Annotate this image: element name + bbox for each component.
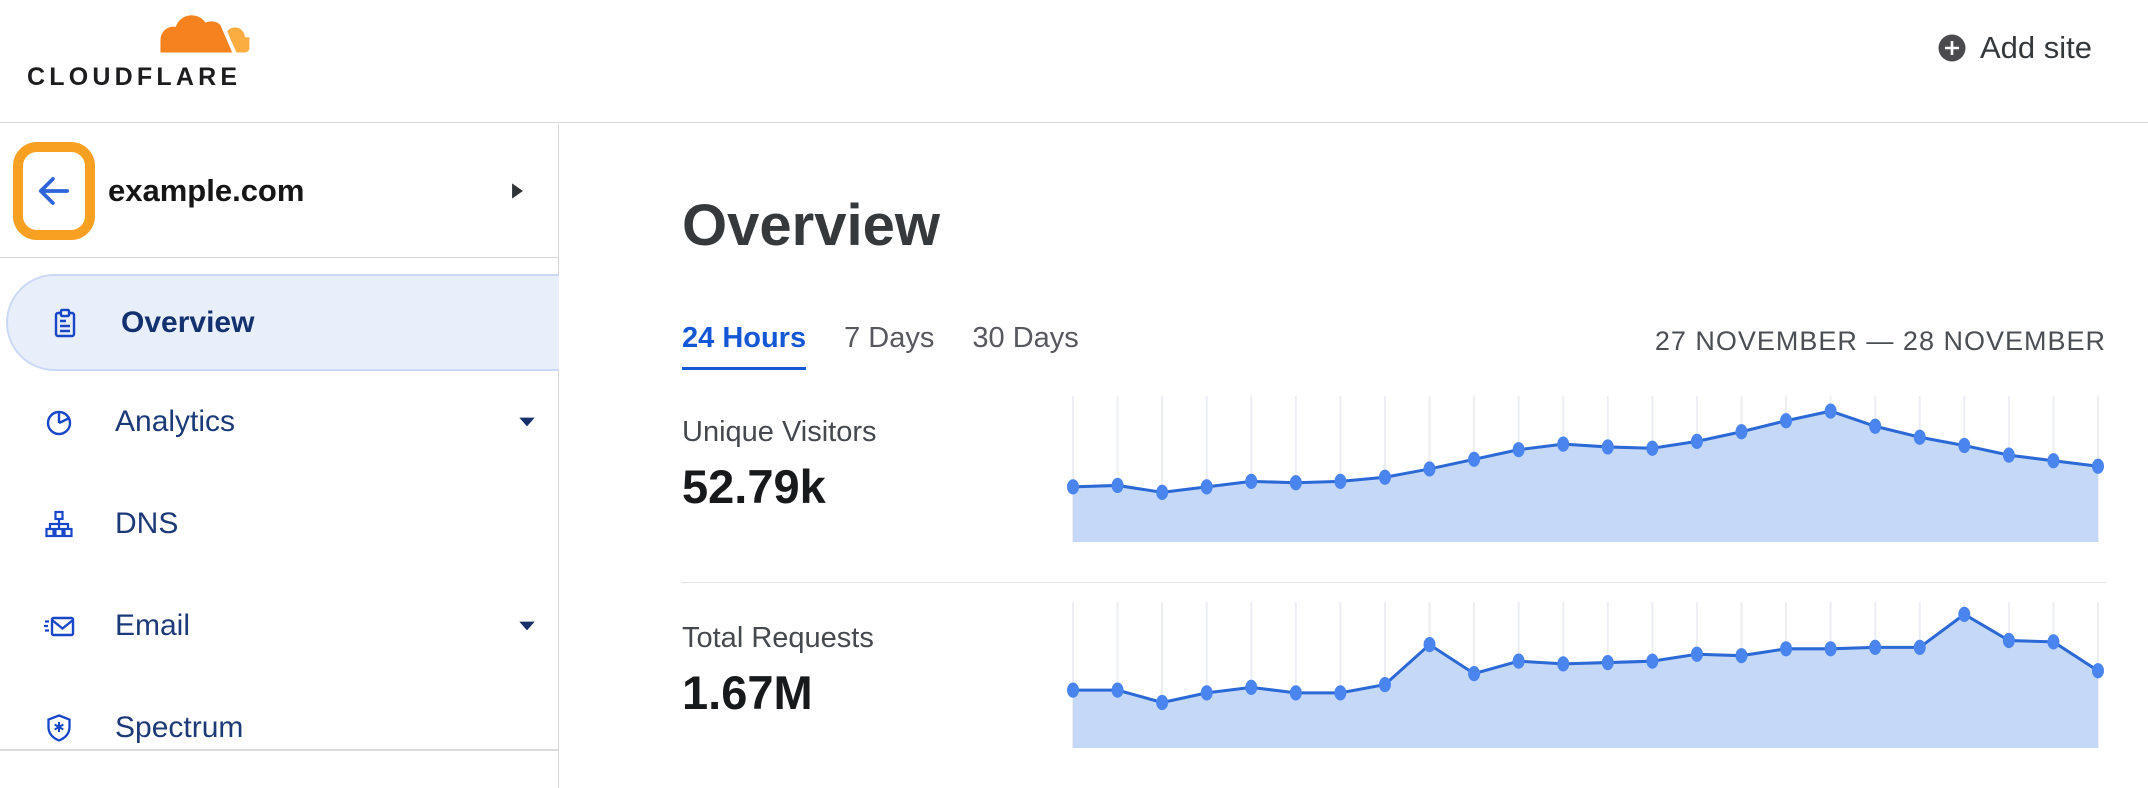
metric-label: Total Requests [682,622,874,654]
top-header: CLOUDFLARE Add site [0,0,2148,123]
date-range-label: 27 NOVEMBER — 28 NOVEMBER [1654,326,2106,356]
sidebar-item-label: Analytics [115,405,236,438]
total-requests-section: Total Requests 1.67M [682,596,2106,748]
sidebar-item-email[interactable]: Email [0,575,559,677]
sidebar-item-label: DNS [115,507,179,540]
tab-30-days[interactable]: 30 Days [972,322,1079,354]
caret-down-icon [518,621,536,632]
metric-label: Unique Visitors [682,416,877,448]
back-button-highlighted[interactable] [13,141,95,240]
sidebar-item-dns[interactable]: DNS [0,473,559,575]
cloudflare-logo-text: CLOUDFLARE [27,63,242,91]
dns-tree-icon [43,508,75,540]
email-icon [43,610,75,642]
sidebar-item-label: Email [115,609,191,642]
section-divider [681,582,2106,583]
sidebar-item-spectrum[interactable]: Spectrum [0,677,559,779]
metric-info: Unique Visitors 52.79k [682,390,1065,542]
sidebar-item-label: Spectrum [115,711,244,744]
metric-value: 52.79k [682,460,826,513]
metric-value: 1.67M [682,666,813,719]
page-title: Overview [682,193,940,258]
plus-circle-icon [1938,34,1966,62]
tab-24-hours[interactable]: 24 Hours [682,322,807,370]
sidebar-item-overview[interactable]: Overview [6,274,559,371]
add-site-label: Add site [1979,30,2092,65]
sidebar-item-label: Overview [121,305,255,339]
sidebar-item-analytics[interactable]: Analytics [0,371,559,473]
chevron-right-icon [512,182,523,199]
add-site-button[interactable]: Add site [1937,30,2092,66]
caret-down-icon [518,417,536,428]
site-switcher-chevron[interactable] [511,182,524,200]
unique-visitors-chart [1065,390,2106,542]
sidebar: example.com Overview [0,124,559,788]
main-content: Overview 24 Hours 7 Days 30 Days 27 NOVE… [560,124,2148,788]
shield-icon [43,712,75,744]
back-arrow-icon [38,176,70,205]
total-requests-chart [1065,596,2106,748]
unique-visitors-section: Unique Visitors 52.79k [682,390,2106,542]
site-selector-row: example.com [0,124,558,258]
cloudflare-cloud-icon [160,15,250,55]
metric-info: Total Requests 1.67M [682,596,1065,748]
time-range-tabs: 24 Hours 7 Days 30 Days [682,322,1079,370]
sidebar-section-divider [0,749,559,751]
pie-chart-icon [43,406,75,438]
sidebar-nav: Overview Analytics [0,274,559,779]
tab-7-days[interactable]: 7 Days [844,322,935,354]
clipboard-icon [49,307,81,339]
cloudflare-logo[interactable]: CLOUDFLARE [27,6,257,92]
site-name: example.com [108,172,305,208]
